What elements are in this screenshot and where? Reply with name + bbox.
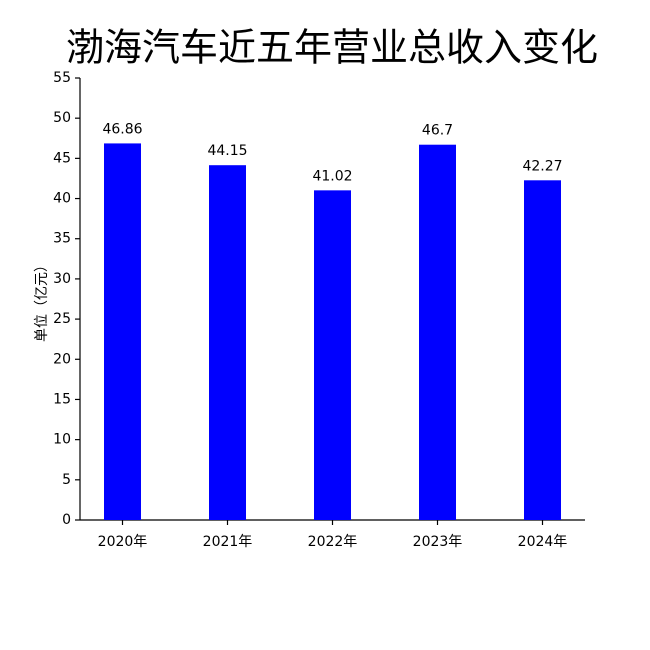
y-tick-label: 20	[53, 351, 71, 367]
x-tick-label: 2020年	[98, 534, 148, 550]
x-tick-label: 2021年	[203, 534, 253, 550]
y-tick-label: 0	[62, 512, 71, 528]
value-label: 42.27	[522, 158, 562, 174]
bar	[209, 165, 246, 520]
bar	[524, 180, 561, 520]
bar	[314, 190, 351, 520]
value-label: 41.02	[312, 168, 352, 184]
bar	[419, 144, 456, 520]
y-axis-label: 单位（亿元）	[34, 258, 50, 342]
y-tick-label: 45	[53, 150, 71, 166]
y-tick-label: 10	[53, 432, 71, 448]
chart-title: 渤海汽车近五年营业总收入变化	[66, 26, 598, 70]
bar	[104, 143, 141, 520]
y-tick-label: 30	[53, 271, 71, 287]
value-label: 46.86	[102, 121, 142, 137]
y-tick-label: 35	[53, 231, 71, 247]
y-tick-label: 55	[53, 70, 71, 86]
y-tick-label: 5	[62, 472, 71, 488]
y-tick-label: 50	[53, 110, 71, 126]
value-label: 44.15	[207, 143, 247, 159]
y-tick-label: 25	[53, 311, 71, 327]
x-tick-label: 2024年	[518, 534, 568, 550]
value-label: 46.7	[422, 123, 453, 139]
x-tick-label: 2023年	[413, 534, 463, 550]
x-tick-label: 2022年	[308, 534, 358, 550]
y-tick-label: 40	[53, 191, 71, 207]
y-tick-label: 15	[53, 391, 71, 407]
